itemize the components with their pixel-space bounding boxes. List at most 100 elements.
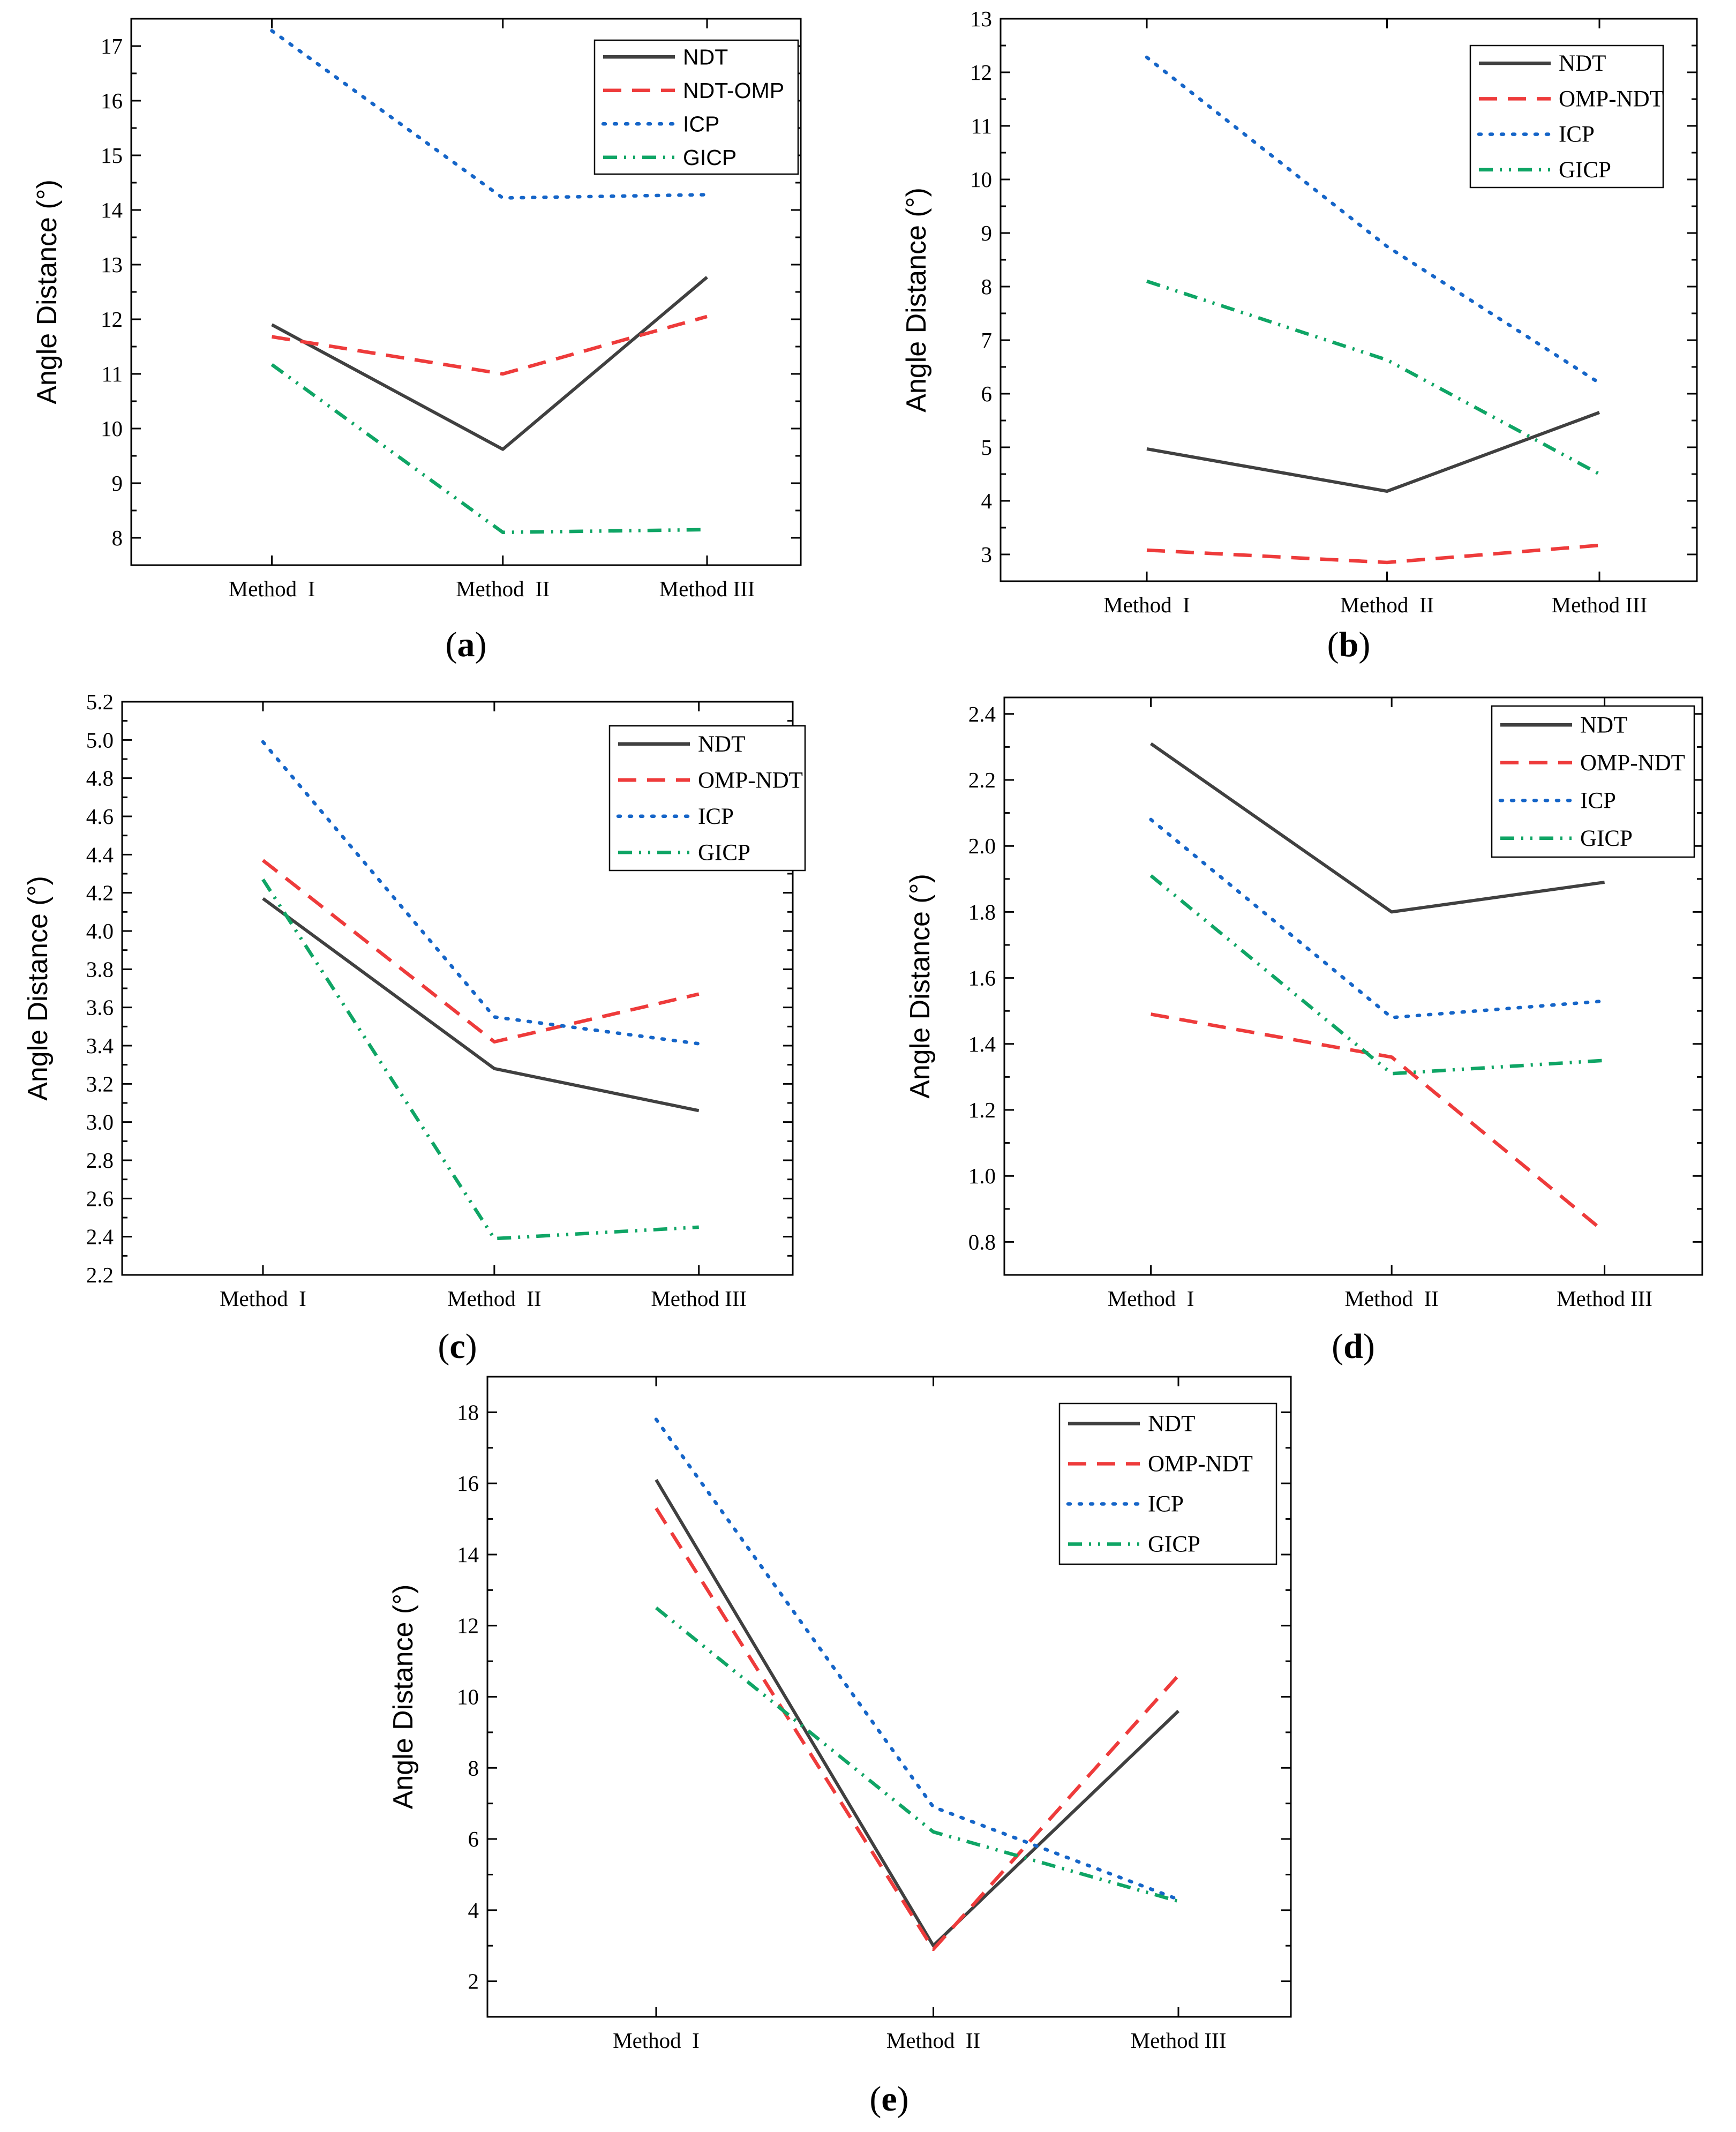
series-line-ndt-omp	[271, 314, 708, 376]
y-tick-label: 12	[457, 1613, 479, 1638]
legend-entry: OMP-NDT	[1148, 1452, 1253, 1477]
y-tick-label: 5	[981, 435, 993, 460]
legend-entry: NDT	[683, 44, 728, 69]
y-tick-label: 16	[101, 88, 123, 113]
x-tick-label: Method II	[447, 1286, 541, 1311]
y-tick-label: 1.6	[968, 966, 996, 990]
y-tick-label: 10	[101, 416, 123, 441]
chart-panel-c: 2.2 2.4 2.6 2.8 3.0 3.2 3.4 3.6 3.8 4.0 4.2 4.4 4.6 4…	[22, 689, 806, 1366]
panel-label: (d)	[1332, 1327, 1375, 1366]
y-tick-label: 1.0	[968, 1163, 996, 1188]
series-line-gicp	[1146, 279, 1600, 476]
x-tick-label: Method I	[1103, 592, 1190, 617]
plot-frame	[999, 18, 1698, 582]
series-line-icp	[1145, 55, 1602, 385]
y-tick-label: 4.4	[86, 842, 114, 867]
y-axis-label: Angle Distance (°)	[901, 187, 932, 412]
y-tick-label: 2	[468, 1969, 479, 1994]
y-tick-label: 6	[981, 381, 993, 406]
y-tick-label: 11	[102, 362, 123, 386]
y-axis-label: Angle Distance (°)	[22, 876, 54, 1101]
y-tick-label: 9	[112, 471, 123, 496]
legend-entry: GICP	[1559, 157, 1611, 183]
y-tick-label: 18	[457, 1400, 479, 1424]
y-tick-label: 8	[981, 274, 993, 299]
x-tick-label: Method II	[1340, 592, 1434, 617]
y-tick-label: 8	[468, 1755, 479, 1780]
y-tick-label: 1.8	[968, 899, 996, 924]
x-tick-label: Method I	[613, 2028, 700, 2053]
legend-entry: ICP	[698, 804, 734, 829]
legend	[1491, 705, 1695, 858]
panel-label: (b)	[1327, 625, 1371, 664]
x-tick-label: Method II	[1344, 1286, 1438, 1311]
panel-label: (c)	[438, 1327, 477, 1366]
y-tick-label: 1.4	[968, 1032, 996, 1056]
y-tick-label: 14	[101, 198, 123, 222]
y-tick-label: 11	[971, 114, 992, 138]
y-tick-label: 3.6	[86, 995, 114, 1020]
legend	[593, 39, 799, 175]
y-tick-label: 3.0	[86, 1110, 114, 1135]
series-line-omp-ndt	[655, 1507, 1180, 1951]
legend-entry: NDT	[1580, 712, 1627, 738]
panel-label: (a)	[446, 625, 487, 664]
series-line-ndt	[262, 897, 700, 1113]
y-tick-label: 2.2	[968, 768, 996, 792]
y-tick-label: 7	[981, 328, 993, 352]
series-line-ndt	[655, 1478, 1180, 1948]
legend-entry: GICP	[698, 840, 750, 865]
series-line-ndt	[271, 276, 708, 451]
y-tick-label: 9	[981, 221, 993, 245]
y-tick-label: 2.4	[86, 1225, 114, 1249]
chart-panel-e: 2 4 6 8 10 12 14 16 18 Method I Method II Method II…	[388, 1376, 1292, 2119]
y-tick-label: 16	[457, 1471, 479, 1496]
y-tick-label: 2.6	[86, 1186, 114, 1211]
x-tick-label: Method III	[659, 576, 755, 601]
series-line-gicp	[1149, 874, 1605, 1076]
chart-panel-a: 8 9 10 11 12 13 14 15 16 17 Method I Method II Metho…	[32, 18, 802, 664]
panel-label: (e)	[869, 2080, 908, 2119]
y-tick-label: 5.2	[86, 689, 114, 714]
legend-entry: GICP	[683, 145, 737, 170]
x-tick-label: Method I	[229, 576, 315, 601]
y-tick-label: 12	[101, 307, 123, 332]
y-tick-label: 4.0	[86, 919, 114, 943]
x-tick-label: Method I	[220, 1286, 306, 1311]
y-tick-label: 0.8	[968, 1229, 996, 1254]
y-tick-label: 15	[101, 143, 123, 168]
legend-entry: NDT-OMP	[683, 78, 784, 103]
x-tick-label: Method III	[1552, 592, 1648, 617]
series-line-ndt	[1149, 742, 1605, 914]
y-tick-label: 3.8	[86, 957, 114, 981]
y-tick-label: 3	[981, 542, 993, 567]
y-tick-label: 4	[468, 1898, 479, 1923]
y-tick-label: 1.2	[968, 1098, 996, 1122]
series-line-omp-ndt	[261, 859, 700, 1044]
series-line-icp	[1149, 817, 1606, 1019]
legend	[608, 725, 806, 872]
y-tick-label: 14	[457, 1542, 479, 1567]
y-tick-label: 2.8	[86, 1148, 114, 1173]
chart-panel-b: 3 4 5 6 7 8 9 10 11 12 13 Method I Method II Method I…	[901, 6, 1698, 664]
legend-entry: OMP-NDT	[1559, 86, 1664, 111]
chart-panel-d: 0.8 1.0 1.2 1.4 1.6 1.8 2.0 2.2 2.4 Method I Metho…	[905, 696, 1703, 1366]
legend-entry: ICP	[1580, 788, 1616, 813]
series-line-gicp	[270, 363, 708, 535]
legend-entry: GICP	[1148, 1532, 1200, 1557]
y-tick-label: 17	[101, 34, 123, 58]
y-tick-label: 2.0	[968, 834, 996, 858]
plot-frame	[1003, 696, 1703, 1276]
x-tick-label: Method III	[651, 1286, 747, 1311]
series-line-icp	[261, 740, 701, 1046]
y-tick-label: 13	[101, 252, 123, 277]
y-axis-label: Angle Distance (°)	[32, 179, 63, 404]
y-tick-label: 2.4	[968, 702, 996, 726]
x-tick-label: Method I	[1108, 1286, 1194, 1311]
legend-entry: ICP	[1559, 122, 1595, 147]
x-tick-label: Method III	[1131, 2028, 1227, 2053]
y-tick-label: 3.4	[86, 1033, 114, 1058]
y-tick-label: 12	[970, 60, 992, 85]
y-tick-label: 2.2	[86, 1263, 114, 1287]
series-line-gicp	[655, 1606, 1179, 1903]
